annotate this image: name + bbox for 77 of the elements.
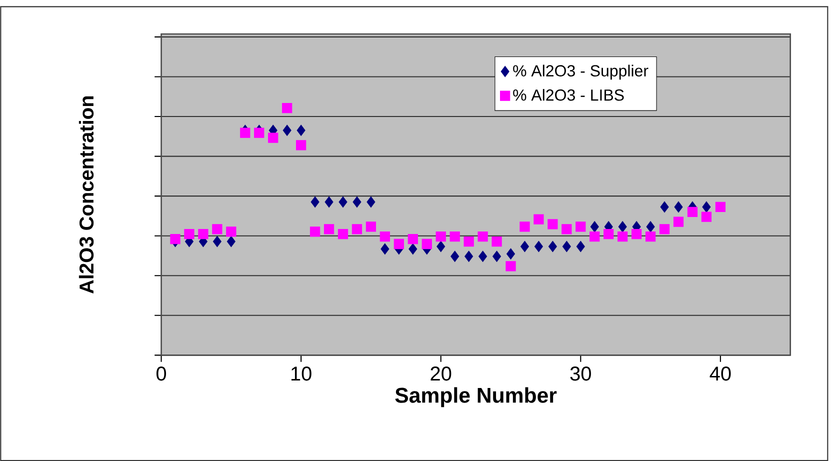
x-tick-label: 0 [156, 366, 166, 381]
point [506, 248, 516, 260]
point [352, 196, 362, 208]
point [534, 214, 544, 224]
point [366, 222, 376, 232]
x-tick-label: 30 [570, 366, 591, 381]
point [422, 238, 432, 250]
legend-label: % Al2O3 - Supplier [513, 64, 648, 80]
point [534, 240, 543, 252]
point [492, 250, 502, 262]
point [478, 231, 488, 242]
point [408, 234, 418, 244]
x-tick-label: 40 [710, 366, 731, 381]
point [352, 224, 362, 234]
x-tick-label: 20 [430, 366, 452, 381]
x-axis-title: Sample Number [395, 387, 557, 408]
point [212, 224, 222, 234]
point [590, 231, 600, 242]
point [646, 221, 655, 232]
point [618, 231, 628, 242]
point [408, 243, 418, 254]
point [268, 132, 278, 143]
point [464, 236, 474, 247]
point [576, 240, 585, 252]
point [324, 224, 334, 234]
point [478, 250, 488, 262]
point [436, 231, 446, 242]
point [366, 196, 376, 208]
point [324, 196, 334, 208]
point [296, 124, 306, 136]
point [380, 231, 390, 242]
point [673, 216, 684, 227]
point [618, 221, 627, 232]
point [394, 238, 404, 250]
point [198, 228, 208, 240]
point [282, 102, 292, 114]
point [240, 128, 250, 138]
point [631, 228, 642, 240]
point [687, 206, 698, 217]
point [170, 234, 180, 244]
point [548, 219, 558, 230]
point [212, 236, 222, 248]
point [282, 124, 292, 136]
point [506, 261, 516, 272]
point [380, 243, 390, 254]
point [226, 226, 236, 237]
point [436, 240, 446, 252]
point [450, 250, 460, 262]
point [492, 236, 502, 247]
x-tick-label: 10 [291, 366, 312, 381]
point [674, 201, 683, 212]
y-axis-title: Al2O3 Concentration [78, 96, 94, 294]
point [520, 240, 529, 252]
point [254, 128, 264, 138]
point [310, 226, 320, 237]
point [226, 236, 236, 248]
point [310, 196, 320, 208]
point [562, 240, 571, 252]
point [450, 231, 460, 242]
point [645, 231, 656, 242]
point [464, 250, 474, 262]
point [562, 224, 572, 234]
point [660, 201, 669, 212]
point [576, 222, 586, 232]
point [590, 221, 599, 232]
legend-label: % Al2O3 - LIBS [513, 88, 624, 101]
point [338, 228, 348, 240]
point [520, 222, 530, 232]
point [548, 240, 557, 252]
point [296, 140, 306, 150]
point [701, 212, 712, 222]
point [702, 201, 711, 212]
point [604, 228, 614, 240]
point [715, 202, 726, 212]
point [338, 196, 348, 208]
point [659, 224, 670, 234]
point [184, 228, 194, 240]
